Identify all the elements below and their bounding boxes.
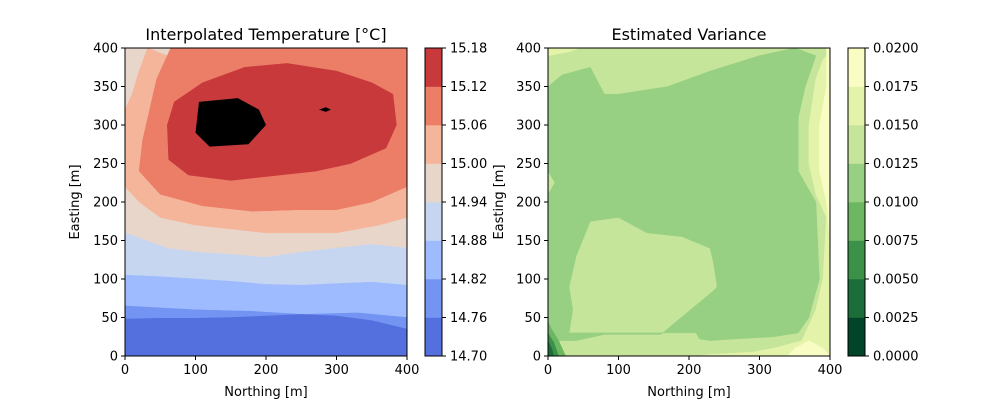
colorbar-tick-label: 15.12 (450, 80, 487, 95)
colorbar-segment (848, 279, 865, 318)
contour-band-0 (125, 314, 407, 356)
x-tick-label: 400 (818, 363, 843, 378)
contour-band-6 (695, 51, 830, 356)
colorbar-segment (848, 163, 865, 203)
contour-band-7 (787, 340, 830, 356)
colorbar-segment (848, 125, 865, 164)
colorbar-tick-label: 0.0200 (873, 42, 919, 57)
y-tick-label: 300 (93, 119, 118, 134)
temperature-x-ticks: 0 100 200 300 400 (121, 356, 420, 378)
variance-x-ticks: 0 100 200 300 400 (544, 356, 843, 378)
colorbar-segment (848, 86, 865, 126)
variance-y-ticks: 0 50 100 150 200 250 300 350 400 (516, 42, 548, 365)
y-tick-label: 350 (93, 80, 118, 95)
colorbar-segment (848, 317, 865, 357)
y-tick-label: 400 (93, 42, 118, 57)
x-tick-label: 200 (677, 363, 702, 378)
colorbar-tick-label: 0.0175 (873, 80, 919, 95)
y-tick-label: 300 (516, 119, 541, 134)
colorbar-tick-label: 14.82 (450, 273, 487, 288)
colorbar-segment (848, 240, 865, 280)
colorbar-segment (425, 86, 442, 126)
y-tick-label: 50 (101, 311, 118, 326)
colorbar-segment (425, 279, 442, 318)
colorbar-tick-label: 15.00 (450, 157, 487, 172)
temperature-contours (125, 48, 407, 356)
x-tick-label: 100 (183, 363, 208, 378)
y-tick-label: 100 (93, 273, 118, 288)
colorbar-tick-label: 0.0000 (873, 350, 919, 365)
temperature-title: Interpolated Temperature [°C] (145, 25, 386, 44)
colorbar-tick-label: 14.94 (450, 196, 487, 211)
y-tick-label: 0 (533, 350, 541, 365)
y-tick-label: 50 (524, 311, 541, 326)
y-tick-label: 150 (516, 234, 541, 249)
colorbar-segment (848, 202, 865, 241)
variance-contours (548, 48, 830, 356)
colorbar-tick-label: 0.0100 (873, 196, 919, 211)
variance-ylabel: Easting [m] (492, 164, 507, 239)
temperature-xlabel: Northing [m] (224, 385, 307, 400)
y-tick-label: 150 (93, 234, 118, 249)
contour-band-4 (548, 48, 820, 341)
contour-band-1 (548, 340, 554, 356)
x-tick-label: 200 (254, 363, 279, 378)
colorbar-tick-label: 14.88 (450, 234, 487, 249)
contour-band-6 (548, 48, 580, 56)
contour-band-8 (195, 98, 266, 147)
colorbar-tick-label: 0.0150 (873, 119, 919, 134)
x-tick-label: 0 (544, 363, 552, 378)
colorbar-tick-label: 0.0025 (873, 311, 919, 326)
x-tick-label: 400 (395, 363, 420, 378)
temperature-ylabel: Easting [m] (68, 164, 83, 239)
colorbar-segment (425, 163, 442, 203)
contour-band-7 (167, 63, 397, 181)
variance-xlabel: Northing [m] (647, 385, 730, 400)
y-tick-label: 250 (516, 157, 541, 172)
colorbar-tick-label: 14.76 (450, 311, 487, 326)
x-tick-label: 100 (606, 363, 631, 378)
x-tick-label: 0 (121, 363, 129, 378)
y-tick-label: 400 (516, 42, 541, 57)
y-tick-label: 100 (516, 273, 541, 288)
colorbar-segment (848, 48, 865, 87)
x-tick-label: 300 (747, 363, 772, 378)
variance-panel: Estimated Variance Northing [m] Easting … (492, 25, 919, 400)
colorbar-segment (425, 48, 442, 87)
colorbar-tick-label: 0.0125 (873, 157, 919, 172)
y-tick-label: 200 (93, 196, 118, 211)
temperature-panel: Interpolated Temperature [°C] Northing [… (68, 25, 487, 400)
y-tick-label: 0 (110, 350, 118, 365)
variance-title: Estimated Variance (611, 25, 766, 44)
temperature-colorbar: 14.70 14.76 14.82 14.88 14.94 15.00 15.06 15.12… (424, 42, 487, 365)
colorbar-tick-label: 14.70 (450, 350, 487, 365)
y-tick-label: 350 (516, 80, 541, 95)
y-tick-label: 250 (93, 157, 118, 172)
colorbar-tick-label: 15.18 (450, 42, 487, 57)
colorbar-segment (425, 125, 442, 164)
y-tick-label: 200 (516, 196, 541, 211)
colorbar-segment (425, 240, 442, 280)
temperature-y-ticks: 0 50 100 150 200 250 300 350 400 (93, 42, 125, 365)
x-tick-label: 300 (324, 363, 349, 378)
colorbar-segment (425, 202, 442, 241)
variance-colorbar: 0.0000 0.0025 0.0050 0.0075 0.0100 0.0125 0.01… (847, 42, 919, 365)
colorbar-tick-label: 15.06 (450, 119, 487, 134)
colorbar-segment (425, 317, 442, 357)
colorbar-tick-label: 0.0075 (873, 234, 919, 249)
contour-band-7 (819, 48, 830, 241)
colorbar-tick-label: 0.0050 (873, 273, 919, 288)
contour-band-8 (318, 107, 331, 112)
